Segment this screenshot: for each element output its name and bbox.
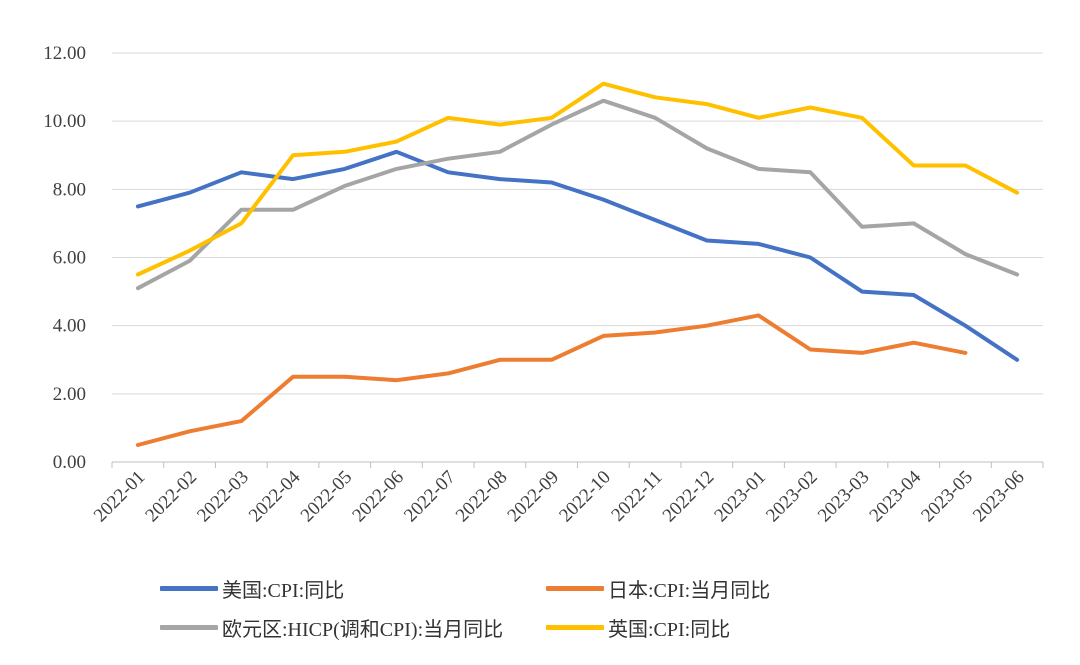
y-tick-label: 0.00	[53, 452, 86, 473]
x-tick-label: 2023-04	[866, 466, 926, 526]
x-tick-label: 2022-03	[193, 467, 253, 527]
x-tick-label: 2022-10	[555, 467, 615, 527]
x-tick-label: 2022-01	[90, 467, 150, 527]
x-tick-label: 2022-07	[400, 467, 460, 527]
series-line-3	[135, 81, 1020, 277]
x-tick-label: 2022-06	[348, 467, 408, 527]
x-tick-label: 2022-09	[504, 467, 564, 527]
x-tick-label: 2023-03	[814, 467, 874, 527]
y-tick-label: 4.00	[53, 316, 86, 337]
series-line-1	[135, 313, 968, 447]
x-axis: 2022-012022-022022-032022-042022-052022-…	[90, 461, 1044, 527]
series-line-0	[135, 149, 1020, 362]
series-line-2	[135, 98, 1020, 291]
x-tick-label: 2022-02	[141, 467, 201, 527]
y-tick-label: 10.00	[43, 111, 86, 132]
x-tick-label: 2023-06	[969, 467, 1029, 527]
series-lines	[135, 81, 1020, 447]
x-tick-label: 2023-02	[762, 467, 822, 527]
y-axis-ticks: 0.00 2.00 4.00 6.00 8.00 10.00 12.00	[43, 43, 86, 473]
x-tick-label: 2022-08	[452, 467, 512, 527]
y-tick-label: 12.00	[43, 43, 86, 64]
x-tick-label: 2022-11	[607, 467, 666, 526]
y-tick-label: 2.00	[53, 384, 86, 405]
y-tick-label: 6.00	[53, 248, 86, 269]
x-tick-label: 2022-04	[245, 466, 305, 526]
x-tick-label: 2023-05	[917, 467, 977, 527]
x-tick-label: 2022-05	[297, 467, 357, 527]
x-tick-label: 2022-12	[659, 467, 719, 527]
x-tick-label: 2023-01	[710, 467, 770, 527]
y-tick-label: 8.00	[53, 179, 86, 200]
